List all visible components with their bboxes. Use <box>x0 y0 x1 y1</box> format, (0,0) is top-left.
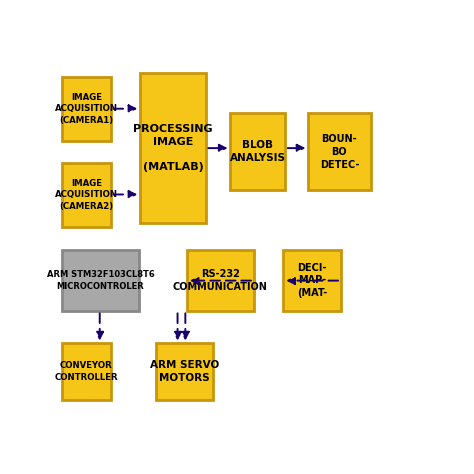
FancyBboxPatch shape <box>156 343 213 400</box>
FancyBboxPatch shape <box>308 113 371 190</box>
Text: CONVEYOR
CONTROLLER: CONVEYOR CONTROLLER <box>55 362 118 382</box>
Text: ARM STM32F103CL8T6
MICROCONTROLER: ARM STM32F103CL8T6 MICROCONTROLER <box>46 270 155 291</box>
FancyBboxPatch shape <box>63 343 110 400</box>
FancyBboxPatch shape <box>187 250 254 310</box>
Text: ARM SERVO
MOTORS: ARM SERVO MOTORS <box>150 360 219 383</box>
Text: DECI-
MAP-
(MAT-: DECI- MAP- (MAT- <box>297 263 328 298</box>
Text: BLOB
ANALYSIS: BLOB ANALYSIS <box>230 140 286 163</box>
FancyBboxPatch shape <box>140 73 206 223</box>
FancyBboxPatch shape <box>63 250 138 310</box>
FancyBboxPatch shape <box>283 250 341 310</box>
Text: PROCESSING
IMAGE

(MATLAB): PROCESSING IMAGE (MATLAB) <box>133 124 213 173</box>
FancyBboxPatch shape <box>230 113 285 190</box>
Text: IMAGE
ACQUISITION
(CAMERA2): IMAGE ACQUISITION (CAMERA2) <box>55 179 118 210</box>
Text: IMAGE
ACQUISITION
(CAMERA1): IMAGE ACQUISITION (CAMERA1) <box>55 93 118 125</box>
Text: BOUN-
BO
DETEC-: BOUN- BO DETEC- <box>319 134 359 170</box>
FancyBboxPatch shape <box>63 163 110 227</box>
Text: RS-232
COMMUNICATION: RS-232 COMMUNICATION <box>173 269 268 292</box>
FancyBboxPatch shape <box>63 77 110 141</box>
